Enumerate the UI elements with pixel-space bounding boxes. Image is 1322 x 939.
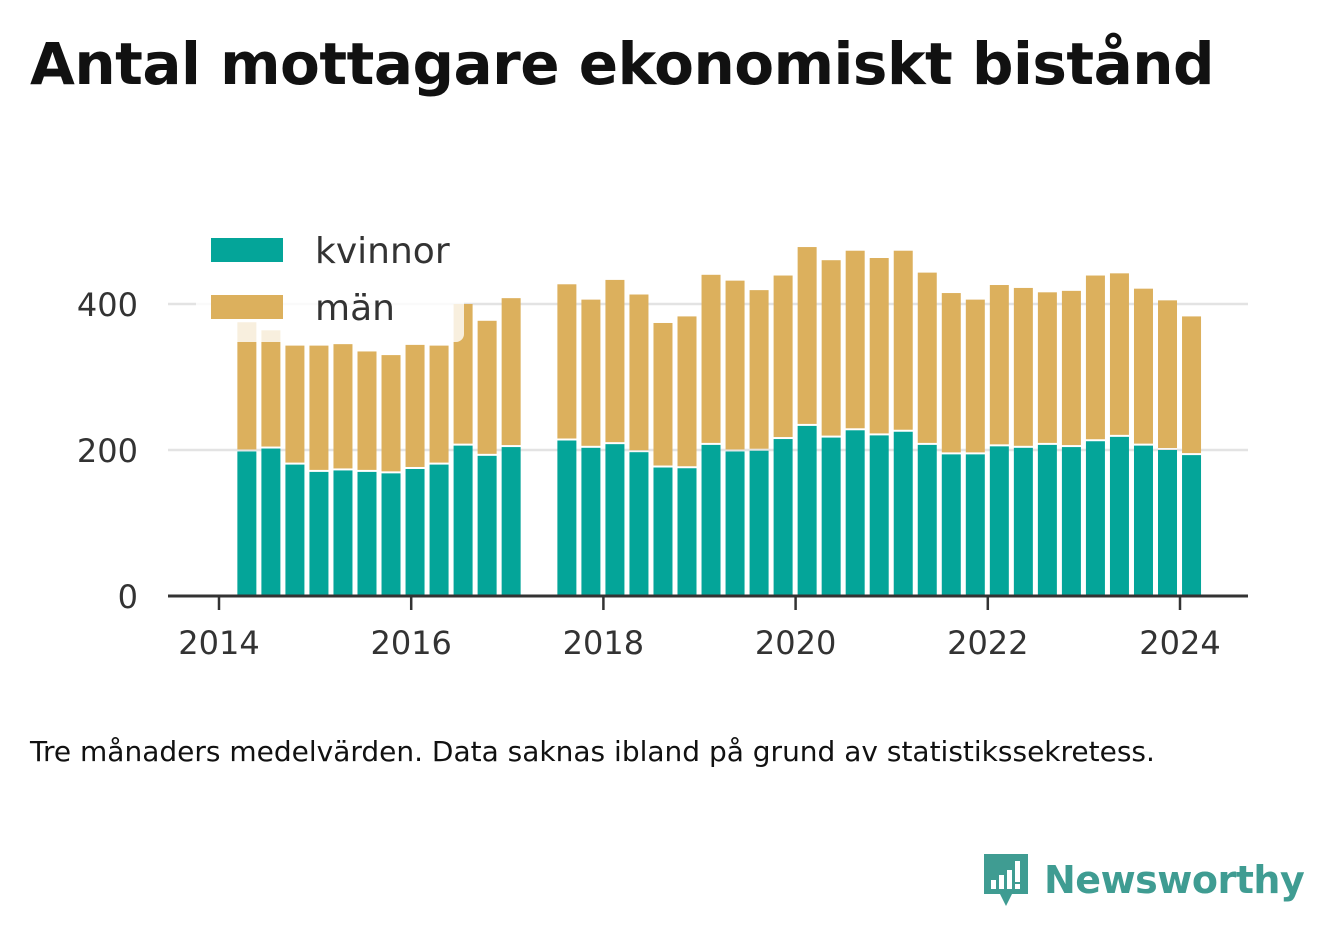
bar-kvinnor <box>261 448 281 596</box>
bar-man <box>1037 292 1057 443</box>
bar-man <box>1061 290 1081 446</box>
bar-man <box>845 250 865 429</box>
bar-man <box>237 322 257 450</box>
bar-kvinnor <box>941 454 961 596</box>
bar-kvinnor <box>821 437 841 596</box>
y-tick-label: 0 <box>118 578 138 616</box>
x-tick-label: 2020 <box>755 624 836 662</box>
bar-man <box>1158 300 1178 448</box>
x-tick-label: 2022 <box>947 624 1028 662</box>
newsworthy-logo: Newsworthy <box>980 850 1305 910</box>
bar-kvinnor <box>653 467 673 596</box>
logo-icon <box>984 854 1028 906</box>
bar-man <box>629 294 649 451</box>
bar-man <box>261 330 281 447</box>
bar-kvinnor <box>333 470 353 596</box>
bar-man <box>965 299 985 453</box>
bar-kvinnor <box>989 446 1009 596</box>
y-tick-label: 400 <box>77 286 138 324</box>
bar-man <box>333 344 353 469</box>
bar-man <box>285 345 305 463</box>
bar-kvinnor <box>797 425 817 596</box>
bar-kvinnor <box>965 454 985 596</box>
bar-kvinnor <box>605 444 625 596</box>
bar-kvinnor <box>1037 444 1057 596</box>
bar-man <box>605 279 625 443</box>
bar-kvinnor <box>1158 450 1178 596</box>
bar-man <box>701 274 721 443</box>
bar-kvinnor <box>557 440 577 596</box>
bar-kvinnor <box>429 464 449 596</box>
logo-text: Newsworthy <box>1044 858 1305 902</box>
axes: 0 200 400 2014 2016 2018 2020 2022 2024 <box>77 286 1248 662</box>
bars <box>237 247 1202 596</box>
bar-man <box>1085 275 1105 440</box>
bar-man <box>381 355 401 472</box>
bar-kvinnor <box>285 464 305 596</box>
bar-man <box>309 345 329 470</box>
bar-kvinnor <box>357 471 377 596</box>
bar-man <box>773 275 793 438</box>
bar-man <box>797 247 817 424</box>
bar-kvinnor <box>501 447 521 596</box>
bar-man <box>557 284 577 439</box>
bar-man <box>1182 316 1202 454</box>
bar-kvinnor <box>1013 447 1033 596</box>
bar-kvinnor <box>453 445 473 596</box>
bar-kvinnor <box>309 471 329 596</box>
bar-kvinnor <box>1061 447 1081 596</box>
bar-man <box>581 299 601 446</box>
bar-man <box>357 351 377 470</box>
bar-kvinnor <box>917 444 937 596</box>
bar-man <box>1013 287 1033 446</box>
legend-swatch-kvinnor <box>211 238 283 262</box>
bar-kvinnor <box>893 431 913 596</box>
legend-swatch-man <box>211 295 283 319</box>
bar-kvinnor <box>869 435 889 596</box>
bar-man <box>653 322 673 466</box>
bar-kvinnor <box>725 451 745 596</box>
bar-man <box>749 290 769 449</box>
bar-man <box>1109 273 1129 435</box>
bar-man <box>501 298 521 446</box>
bar-man <box>677 316 697 467</box>
bar-man <box>725 280 745 450</box>
bar-man <box>429 345 449 463</box>
bar-man <box>477 320 497 454</box>
chart-title: Antal mottagare ekonomiskt bistånd <box>30 30 1215 98</box>
x-tick-label: 2016 <box>370 624 451 662</box>
bar-kvinnor <box>1085 441 1105 596</box>
bar-man <box>941 293 961 453</box>
bar-man <box>917 272 937 443</box>
legend-label-man: män <box>315 288 395 329</box>
bar-man <box>869 258 889 434</box>
y-tick-label: 200 <box>77 432 138 470</box>
bar-kvinnor <box>701 444 721 596</box>
bar-kvinnor <box>773 439 793 596</box>
bar-kvinnor <box>581 447 601 596</box>
legend-label-kvinnor: kvinnor <box>315 231 450 272</box>
bar-kvinnor <box>845 430 865 596</box>
bar-man <box>893 250 913 430</box>
x-tick-label: 2014 <box>178 624 259 662</box>
bar-kvinnor <box>1182 455 1202 596</box>
bar-kvinnor <box>629 452 649 596</box>
bar-man <box>989 285 1009 445</box>
bar-man <box>405 344 425 467</box>
bar-kvinnor <box>749 450 769 596</box>
bar-kvinnor <box>381 473 401 596</box>
legend: kvinnor män <box>196 222 464 342</box>
bar-chart: 0 200 400 2014 2016 2018 2020 2022 2024 kvinnor m… <box>76 222 1248 662</box>
bar-kvinnor <box>1133 445 1153 596</box>
bar-kvinnor <box>677 468 697 596</box>
bar-man <box>1133 288 1153 444</box>
bar-kvinnor <box>237 451 257 596</box>
bar-kvinnor <box>405 468 425 596</box>
bar-kvinnor <box>1109 436 1129 596</box>
bar-kvinnor <box>477 455 497 596</box>
x-tick-label: 2024 <box>1139 624 1220 662</box>
bar-man <box>821 260 841 436</box>
chart-note: Tre månaders medelvärden. Data saknas ib… <box>30 735 1155 768</box>
x-tick-label: 2018 <box>563 624 644 662</box>
